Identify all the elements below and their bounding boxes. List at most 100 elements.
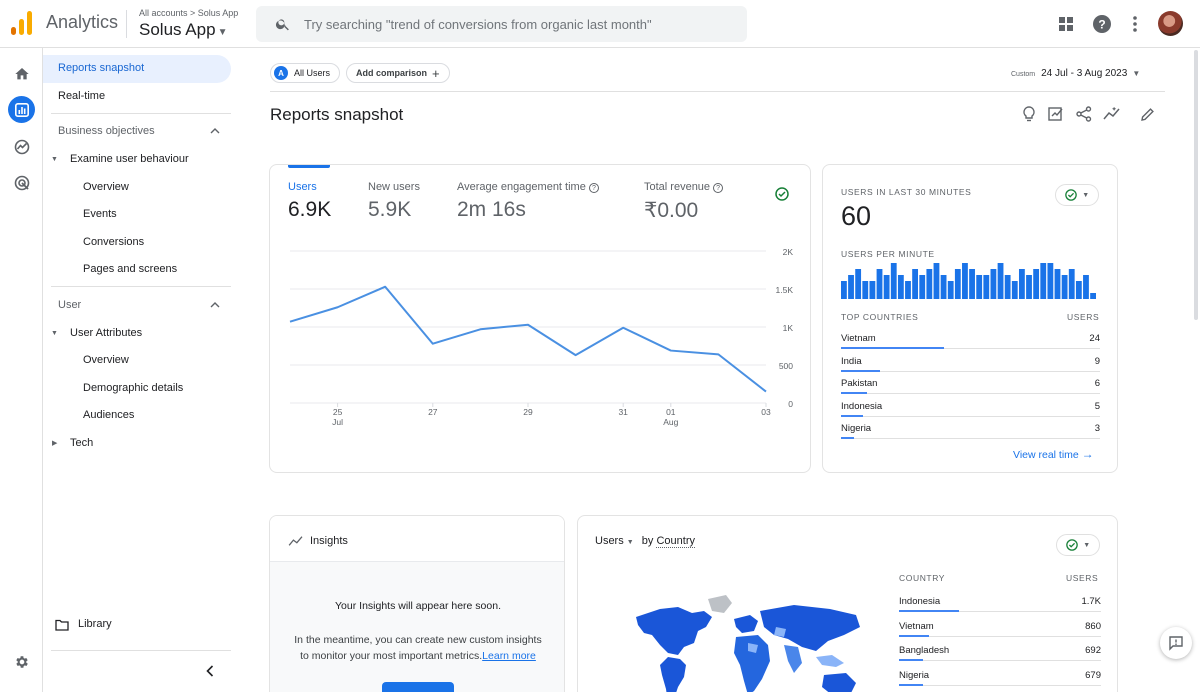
row-divider (899, 635, 1101, 637)
nav-item-examine-user-behaviour[interactable]: Examine user behaviour (70, 153, 189, 165)
metric-label: Total revenue ? (644, 181, 724, 193)
minute-bar (1040, 263, 1047, 299)
nav-item-events[interactable]: Events (83, 208, 117, 220)
minute-bar (947, 281, 954, 299)
insights-body-line2-wrap: to monitor your most important metrics.L… (270, 650, 564, 662)
view-realtime-link[interactable]: View real time → (1013, 447, 1094, 461)
help-outline-icon[interactable]: ? (713, 183, 724, 193)
country-users: 679 (1085, 669, 1101, 681)
create-insight-button[interactable] (382, 682, 454, 692)
nav-active-highlight (43, 55, 231, 83)
dimension-selector[interactable]: Country (656, 535, 696, 548)
chevron-up-icon[interactable] (210, 128, 220, 134)
insights-header: Insights (270, 516, 564, 562)
more-vert-icon[interactable] (1123, 12, 1147, 36)
nav-item-pages-and-screens[interactable]: Pages and screens (83, 263, 178, 275)
help-icon[interactable]: ? (1090, 12, 1114, 36)
minute-bar (862, 281, 869, 299)
minute-bar (1061, 275, 1068, 299)
minute-bar (983, 275, 990, 299)
nav-item-user-attributes[interactable]: User Attributes (70, 327, 143, 339)
insights-trend-icon[interactable] (1102, 104, 1122, 124)
learn-more-link[interactable]: Learn more (482, 650, 536, 662)
expand-triangle-icon[interactable]: ▼ (51, 330, 58, 337)
lightbulb-icon[interactable] (1019, 104, 1039, 124)
row-divider (899, 684, 1101, 686)
date-range-picker[interactable]: Custom 24 Jul - 3 Aug 2023 ▼ (1011, 68, 1140, 79)
page-scrollbar[interactable] (1194, 50, 1198, 320)
row-divider (841, 393, 1100, 394)
nav-divider (51, 650, 231, 651)
minute-bar (1054, 269, 1061, 299)
search-input[interactable] (304, 13, 734, 35)
explore-icon[interactable] (8, 133, 35, 160)
country-users: 860 (1085, 620, 1101, 632)
metric-total-revenue[interactable]: Total revenue ? ₹0.00 (644, 181, 724, 223)
settings-gear-icon[interactable] (8, 648, 35, 675)
metric-new-users[interactable]: New users 5.9K (368, 181, 420, 222)
expand-triangle-icon[interactable]: ▼ (51, 156, 58, 163)
share-icon[interactable] (1074, 104, 1094, 124)
metric-users[interactable]: Users 6.9K (288, 181, 331, 222)
minute-bar (997, 263, 1004, 299)
account-breadcrumb[interactable]: All accounts > Solus App (139, 8, 239, 18)
edit-pencil-icon[interactable] (1137, 104, 1157, 124)
add-comparison-button[interactable]: Add comparison + (346, 63, 450, 83)
caret-down-icon: ▼ (626, 539, 634, 546)
segment-chip-all-users[interactable]: A All Users (270, 63, 341, 83)
nav-item-audiences[interactable]: Audiences (83, 409, 135, 421)
country-column-label: COUNTRY (899, 573, 946, 583)
nav-item-realtime[interactable]: Real-time (58, 90, 106, 102)
nav-item-demographic-details[interactable]: Demographic details (83, 382, 184, 394)
nav-item-tech[interactable]: Tech (70, 437, 94, 449)
nav-item-reports-snapshot[interactable]: Reports snapshot (58, 62, 145, 74)
segment-label: All Users (294, 68, 331, 78)
share-bar (899, 683, 923, 686)
collapse-nav-chevron-icon[interactable] (206, 665, 214, 677)
overview-card: Users 6.9K New users 5.9K Average engage… (269, 164, 811, 473)
realtime-title: USERS IN LAST 30 MINUTES (841, 187, 972, 197)
customize-report-icon[interactable] (1046, 104, 1066, 124)
minute-bar (1090, 293, 1096, 299)
check-circle-icon[interactable] (775, 187, 789, 201)
minute-bar (933, 263, 940, 299)
nav-item-user-overview[interactable]: Overview (83, 354, 129, 366)
insights-trend-icon (288, 536, 303, 546)
plus-icon: + (432, 65, 440, 81)
realtime-status-dropdown[interactable]: ▼ (1055, 184, 1099, 206)
analytics-logo[interactable] (11, 11, 33, 35)
collapse-triangle-icon[interactable]: ▶ (52, 440, 58, 447)
property-selector[interactable]: Solus App ▼ (139, 20, 227, 40)
apps-grid-icon[interactable] (1054, 12, 1078, 36)
search-box[interactable] (256, 6, 747, 42)
caret-down-icon: ▼ (1132, 69, 1141, 78)
advertising-icon[interactable] (8, 169, 35, 196)
avatar[interactable] (1158, 11, 1183, 36)
nav-item-library[interactable]: Library (78, 618, 112, 630)
metric-avg-engagement[interactable]: Average engagement time ? 2m 16s (457, 181, 599, 222)
minute-bar (1075, 281, 1082, 299)
help-outline-icon[interactable]: ? (588, 183, 599, 193)
feedback-button[interactable] (1160, 627, 1192, 659)
reports-icon[interactable] (8, 96, 35, 123)
metric-selector[interactable]: Users ▼ (595, 535, 634, 547)
share-bar (899, 610, 959, 612)
nav-item-conversions[interactable]: Conversions (83, 236, 145, 248)
metric-value: 6.9K (288, 198, 332, 221)
country-status-dropdown[interactable]: ▼ (1056, 534, 1100, 556)
left-rail (0, 48, 43, 692)
world-map (636, 595, 860, 692)
chevron-up-icon[interactable] (210, 302, 220, 308)
x-tick-label: 31 (618, 407, 628, 417)
minute-bar (855, 269, 862, 299)
nav-section-user[interactable]: User (58, 299, 82, 311)
metric-value: 2m 16s (457, 198, 526, 221)
home-icon[interactable] (8, 60, 35, 87)
users-column-label: USERS (1067, 312, 1100, 322)
y-tick-label: 2K (783, 247, 794, 257)
x-tick-label: 03 (761, 407, 771, 417)
country-name: Vietnam (899, 620, 934, 632)
nav-item-overview[interactable]: Overview (83, 181, 129, 193)
minute-bar (1083, 275, 1089, 299)
nav-section-business-objectives[interactable]: Business objectives (58, 125, 155, 137)
